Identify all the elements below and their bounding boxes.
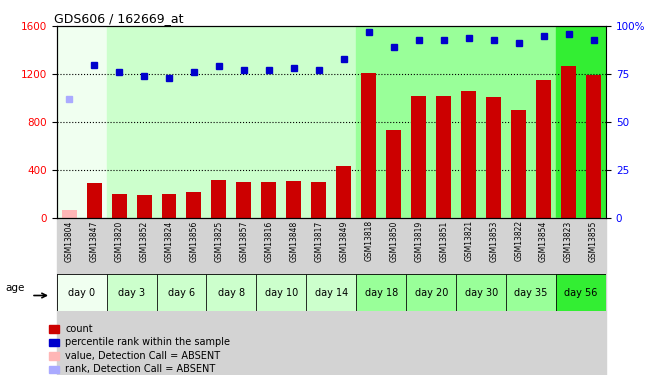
FancyBboxPatch shape xyxy=(57,274,107,311)
Bar xyxy=(581,217,606,375)
Bar xyxy=(486,97,501,218)
Text: value, Detection Call = ABSENT: value, Detection Call = ABSENT xyxy=(65,351,220,361)
Bar xyxy=(256,26,306,218)
Bar xyxy=(232,217,256,375)
FancyBboxPatch shape xyxy=(107,274,157,311)
Text: day 0: day 0 xyxy=(68,288,95,297)
FancyBboxPatch shape xyxy=(556,274,606,311)
Bar xyxy=(186,192,201,217)
Bar xyxy=(356,26,406,218)
Text: day 30: day 30 xyxy=(465,288,498,297)
Bar xyxy=(531,217,556,375)
Bar xyxy=(312,182,326,218)
FancyBboxPatch shape xyxy=(456,274,506,311)
Bar xyxy=(49,325,59,333)
Bar xyxy=(586,75,601,217)
Bar xyxy=(261,182,276,218)
Bar xyxy=(57,217,82,375)
Bar xyxy=(157,26,206,218)
Bar xyxy=(381,217,406,375)
FancyBboxPatch shape xyxy=(406,274,456,311)
Bar xyxy=(412,96,426,218)
Bar xyxy=(212,180,226,218)
Bar xyxy=(206,26,256,218)
Text: day 14: day 14 xyxy=(315,288,348,297)
Bar xyxy=(456,217,481,375)
Bar xyxy=(556,217,581,375)
Bar xyxy=(461,91,476,218)
Bar xyxy=(432,217,456,375)
FancyBboxPatch shape xyxy=(206,274,256,311)
Bar xyxy=(181,217,206,375)
Text: day 10: day 10 xyxy=(265,288,298,297)
Bar xyxy=(386,130,401,218)
Bar xyxy=(361,73,376,217)
Bar xyxy=(306,26,356,218)
Bar xyxy=(506,26,556,218)
FancyBboxPatch shape xyxy=(356,274,406,311)
Bar xyxy=(57,26,107,218)
Text: GDS606 / 162669_at: GDS606 / 162669_at xyxy=(54,12,183,25)
Bar xyxy=(406,217,432,375)
Bar xyxy=(282,217,306,375)
FancyBboxPatch shape xyxy=(506,274,556,311)
Text: day 18: day 18 xyxy=(365,288,398,297)
Text: percentile rank within the sample: percentile rank within the sample xyxy=(65,338,230,347)
Bar xyxy=(132,217,157,375)
Bar xyxy=(306,217,332,375)
Bar xyxy=(336,166,352,218)
Bar xyxy=(206,217,232,375)
Text: count: count xyxy=(65,324,93,334)
Bar xyxy=(356,217,382,375)
Bar xyxy=(107,217,132,375)
Bar xyxy=(511,110,526,218)
Bar xyxy=(49,366,59,373)
FancyBboxPatch shape xyxy=(256,274,306,311)
Bar xyxy=(536,80,551,218)
Bar xyxy=(107,26,157,218)
Bar xyxy=(436,96,452,218)
Bar xyxy=(62,210,77,218)
Bar xyxy=(49,339,59,346)
Bar xyxy=(82,217,107,375)
Text: day 56: day 56 xyxy=(564,288,598,297)
Bar xyxy=(456,26,506,218)
Bar xyxy=(87,183,102,218)
Bar xyxy=(157,217,181,375)
Bar xyxy=(481,217,506,375)
FancyBboxPatch shape xyxy=(306,274,356,311)
Bar xyxy=(406,26,456,218)
Bar xyxy=(236,182,252,218)
Bar xyxy=(556,26,606,218)
Text: day 6: day 6 xyxy=(168,288,195,297)
FancyBboxPatch shape xyxy=(157,274,206,311)
Text: day 8: day 8 xyxy=(218,288,245,297)
Text: day 20: day 20 xyxy=(414,288,448,297)
Text: age: age xyxy=(6,283,25,293)
Bar xyxy=(332,217,356,375)
Bar xyxy=(256,217,282,375)
Bar xyxy=(162,194,176,217)
Bar xyxy=(506,217,531,375)
Text: day 35: day 35 xyxy=(514,288,548,297)
Bar xyxy=(137,195,152,217)
Bar xyxy=(561,66,576,218)
Bar xyxy=(112,194,127,217)
Text: day 3: day 3 xyxy=(118,288,145,297)
Bar xyxy=(286,181,301,218)
Text: rank, Detection Call = ABSENT: rank, Detection Call = ABSENT xyxy=(65,364,215,374)
Bar xyxy=(49,352,59,360)
